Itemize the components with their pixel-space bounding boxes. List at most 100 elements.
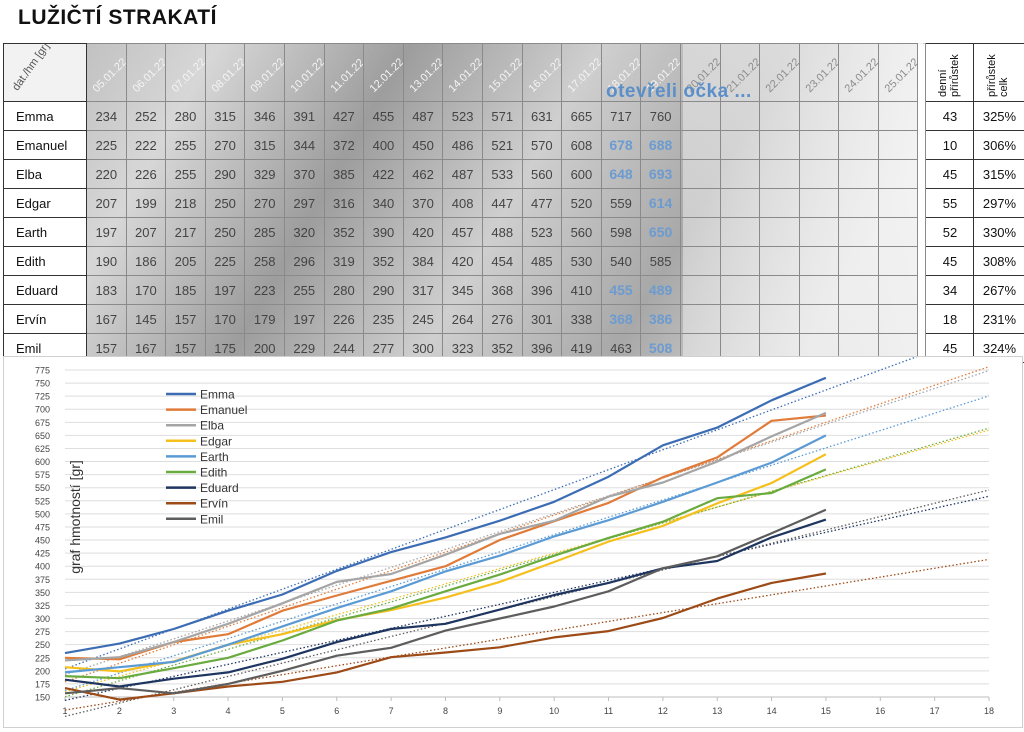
- daily-gain-cell: 34: [926, 276, 974, 305]
- weight-cell: 290: [205, 160, 245, 189]
- weight-cell: 170: [126, 276, 166, 305]
- date-label: 07.01.22: [170, 56, 206, 95]
- date-label: 23.01.22: [803, 56, 839, 95]
- empty-cell: [878, 160, 918, 189]
- weight-cell: 477: [522, 189, 562, 218]
- weight-cell: 422: [364, 160, 404, 189]
- weight-cell: 255: [284, 276, 324, 305]
- x-tick-label: 12: [658, 706, 668, 716]
- weight-cell: 420: [403, 218, 443, 247]
- weight-cell: 226: [126, 160, 166, 189]
- weight-cell: 455: [601, 276, 641, 305]
- weight-cell: 352: [324, 218, 364, 247]
- empty-cell: [799, 160, 839, 189]
- weight-cell: 385: [324, 160, 364, 189]
- empty-cell: [878, 102, 918, 131]
- weight-cell: 571: [482, 102, 522, 131]
- empty-cell: [720, 305, 760, 334]
- weight-cell: 197: [205, 276, 245, 305]
- x-tick-label: 4: [226, 706, 231, 716]
- y-tick-label: 575: [35, 470, 50, 480]
- date-header: 05.01.22: [87, 44, 127, 102]
- weight-cell: 486: [443, 131, 483, 160]
- weight-cell: 384: [403, 247, 443, 276]
- empty-cell: [799, 131, 839, 160]
- x-tick-label: 10: [549, 706, 559, 716]
- empty-cell: [680, 131, 720, 160]
- weight-cell: 255: [166, 160, 206, 189]
- date-label: 24.01.22: [843, 56, 879, 95]
- weight-cell: 693: [641, 160, 681, 189]
- empty-cell: [839, 160, 879, 189]
- x-tick-label: 9: [497, 706, 502, 716]
- empty-cell: [878, 305, 918, 334]
- date-header: 22.01.22: [760, 44, 800, 102]
- x-tick-label: 8: [443, 706, 448, 716]
- weight-cell: 317: [403, 276, 443, 305]
- weight-cell: 447: [482, 189, 522, 218]
- weight-cell: 530: [562, 247, 602, 276]
- empty-cell: [720, 131, 760, 160]
- weight-cell: 408: [443, 189, 483, 218]
- animal-name: Earth: [4, 218, 87, 247]
- column-gap: [918, 218, 926, 247]
- empty-cell: [839, 305, 879, 334]
- weight-cell: 186: [126, 247, 166, 276]
- weight-cell: 598: [601, 218, 641, 247]
- empty-cell: [878, 276, 918, 305]
- total-gain-cell: 306%: [974, 131, 1024, 160]
- date-header: 09.01.22: [245, 44, 285, 102]
- empty-cell: [760, 102, 800, 131]
- sum-header-label: přírůstek celk: [986, 47, 1012, 97]
- weight-cell: 226: [324, 305, 364, 334]
- empty-cell: [799, 218, 839, 247]
- empty-cell: [720, 218, 760, 247]
- weight-cell: 520: [562, 189, 602, 218]
- x-tick-label: 16: [875, 706, 885, 716]
- empty-cell: [720, 102, 760, 131]
- weight-cell: 344: [284, 131, 324, 160]
- total-gain-cell: 325%: [974, 102, 1024, 131]
- legend-label: Earth: [200, 450, 229, 464]
- y-tick-label: 475: [35, 522, 50, 532]
- weight-cell: 319: [324, 247, 364, 276]
- total-gain-cell: 267%: [974, 276, 1024, 305]
- y-tick-label: 600: [35, 457, 50, 467]
- weight-cell: 185: [166, 276, 206, 305]
- weight-cell: 157: [166, 305, 206, 334]
- y-tick-label: 400: [35, 562, 50, 572]
- empty-cell: [878, 189, 918, 218]
- weight-cell: 225: [205, 247, 245, 276]
- y-tick-label: 350: [35, 588, 50, 598]
- date-label: 09.01.22: [249, 56, 285, 95]
- daily-gain-header: denní přírůstek: [926, 44, 974, 102]
- animal-name: Elba: [4, 160, 87, 189]
- weight-cell: 179: [245, 305, 285, 334]
- date-label: 13.01.22: [407, 56, 443, 95]
- column-gap: [918, 247, 926, 276]
- legend-label: Emma: [200, 388, 235, 402]
- weight-cell: 315: [245, 131, 285, 160]
- column-gap: [918, 44, 926, 102]
- weight-cell: 276: [482, 305, 522, 334]
- empty-cell: [720, 276, 760, 305]
- total-gain-header: přírůstek celk: [974, 44, 1024, 102]
- y-tick-label: 375: [35, 575, 50, 585]
- empty-cell: [799, 247, 839, 276]
- date-label: 05.01.22: [91, 56, 127, 95]
- date-label: 14.01.22: [447, 56, 483, 95]
- weight-cell: 315: [205, 102, 245, 131]
- total-gain-cell: 231%: [974, 305, 1024, 334]
- weight-cell: 197: [284, 305, 324, 334]
- date-header: 24.01.22: [839, 44, 879, 102]
- animal-name: Emanuel: [4, 131, 87, 160]
- empty-cell: [760, 247, 800, 276]
- weight-cell: 487: [403, 102, 443, 131]
- weight-cell: 220: [87, 160, 127, 189]
- daily-gain-cell: 45: [926, 160, 974, 189]
- empty-cell: [878, 218, 918, 247]
- date-header: 12.01.22: [364, 44, 404, 102]
